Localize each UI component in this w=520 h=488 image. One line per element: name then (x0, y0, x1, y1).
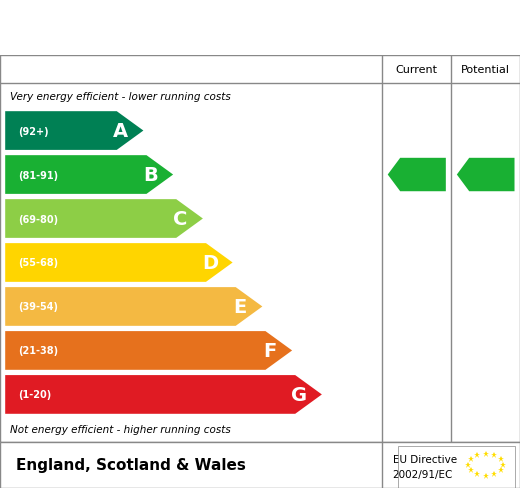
Text: G: G (291, 385, 307, 404)
Text: E: E (233, 297, 246, 316)
Text: Current: Current (396, 65, 438, 75)
Polygon shape (5, 112, 144, 151)
Text: B: B (143, 166, 158, 184)
Text: Energy Efficiency Rating: Energy Efficiency Rating (16, 16, 342, 40)
Polygon shape (5, 331, 292, 370)
Text: 86: 86 (271, 166, 296, 184)
Text: EU Directive: EU Directive (393, 454, 457, 464)
Text: (21-38): (21-38) (18, 346, 58, 356)
Text: England, Scotland & Wales: England, Scotland & Wales (16, 457, 245, 472)
Text: (81-91): (81-91) (18, 170, 58, 180)
Polygon shape (5, 244, 232, 282)
Text: (92+): (92+) (18, 126, 49, 136)
Text: Very energy efficient - lower running costs: Very energy efficient - lower running co… (10, 92, 231, 102)
Text: (39-54): (39-54) (18, 302, 58, 312)
Text: (55-68): (55-68) (18, 258, 58, 268)
Polygon shape (457, 159, 514, 192)
Text: F: F (263, 341, 276, 360)
Text: D: D (202, 253, 218, 272)
Polygon shape (5, 156, 173, 195)
Text: (69-80): (69-80) (18, 214, 58, 224)
Polygon shape (5, 287, 263, 326)
Text: A: A (113, 122, 128, 141)
Polygon shape (5, 375, 322, 414)
Text: 2002/91/EC: 2002/91/EC (393, 469, 453, 479)
Text: (1-20): (1-20) (18, 389, 51, 400)
Text: Not energy efficient - higher running costs: Not energy efficient - higher running co… (10, 424, 231, 434)
Text: Potential: Potential (461, 65, 510, 75)
Text: C: C (173, 209, 187, 228)
Text: 86: 86 (317, 166, 342, 184)
Polygon shape (5, 200, 203, 238)
Polygon shape (388, 159, 446, 192)
